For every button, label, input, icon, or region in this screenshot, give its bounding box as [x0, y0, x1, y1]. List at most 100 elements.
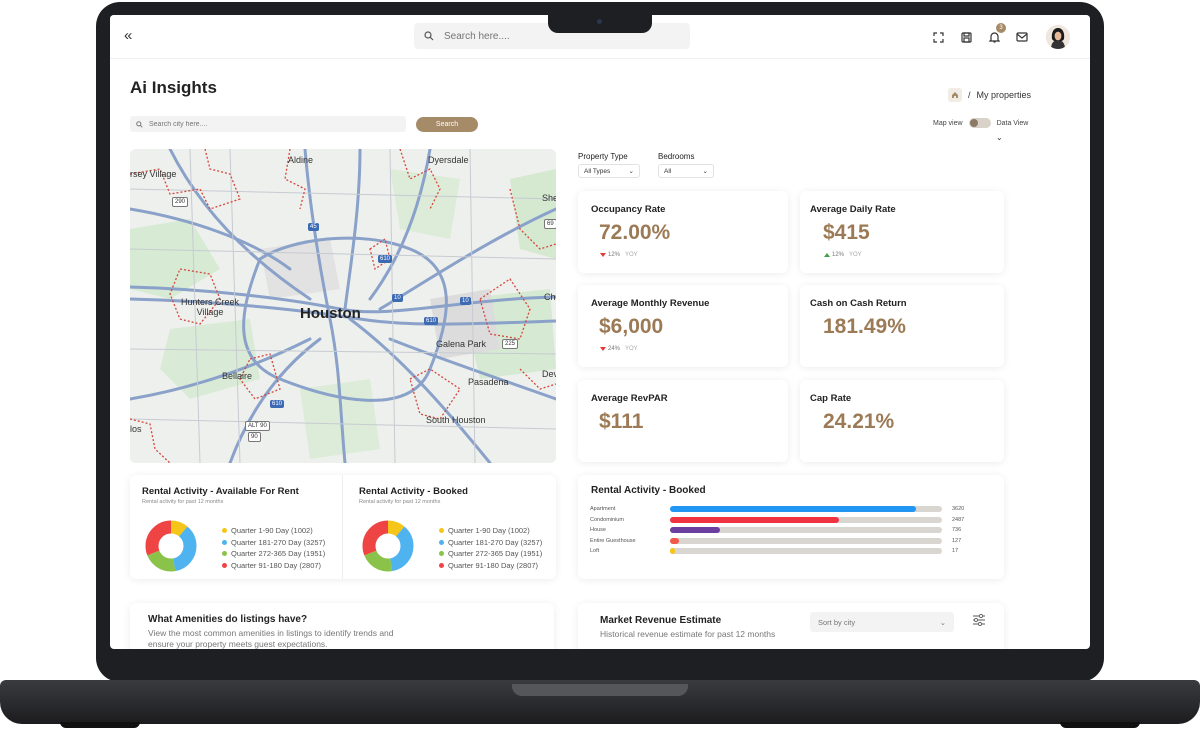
cash-on-cash-return-card: Cash on Cash Return 181.49% [800, 285, 1004, 367]
amenities-title: What Amenities do listings have? [148, 614, 308, 625]
metric-title: Average Monthly Revenue [591, 298, 710, 309]
bedrooms-label: Bedrooms [658, 152, 695, 161]
map-view[interactable]: Aldine Dyersdale rsey Village Hunters Cr… [130, 149, 556, 463]
highway-shield: 90 [248, 432, 261, 442]
bell-icon[interactable]: 3 [986, 23, 1006, 45]
filter-sliders-icon[interactable] [972, 614, 986, 626]
highway-shield: ALT 90 [245, 421, 270, 431]
donut-slice [362, 520, 414, 572]
toggle-knob [969, 119, 978, 127]
city-search-input[interactable] [149, 120, 389, 128]
donut-legend: Quarter 1-90 Day (1002) Quarter 181-270 … [222, 526, 325, 570]
legend-item: Quarter 91-180 Day (2807) [222, 561, 325, 570]
average-monthly-revenue-card: Average Monthly Revenue $6,000 24% YOY [578, 285, 788, 367]
metric-title: Cash on Cash Return [810, 298, 907, 309]
breadcrumb-current: My properties [976, 90, 1032, 100]
rental-activity-booked-bars-card: Rental Activity - Booked Apartment 3620 … [578, 475, 1004, 579]
metric-trend: 12% YOY [824, 252, 862, 258]
bar-chart: Apartment 3620 Condominium 2487 House 73… [590, 504, 980, 557]
legend-item: Quarter 181-270 Day (3257) [439, 538, 542, 547]
notification-badge: 3 [996, 23, 1006, 33]
market-revenue-card: Market Revenue Estimate Historical reven… [578, 603, 1004, 649]
top-bar: « 3 [110, 15, 1090, 59]
average-daily-rate-card: Average Daily Rate $415 12% YOY [800, 191, 1004, 273]
laptop-foot [1060, 722, 1140, 728]
breadcrumb-separator: / [968, 90, 971, 100]
sort-by-city-select[interactable]: Sort by city ⌄ [810, 612, 954, 632]
bedrooms-select[interactable]: All ⌄ [658, 164, 714, 178]
view-toggle-switch[interactable] [968, 118, 991, 128]
bar-fill [670, 506, 917, 513]
metric-value: 72.00% [599, 221, 671, 244]
occupancy-rate-card: Occupancy Rate 72.00% 12% YOY [578, 191, 788, 273]
map-label: South Houston [426, 415, 486, 425]
highway-shield: 45 [308, 223, 319, 231]
map-label: She [542, 193, 556, 203]
metric-trend: 24% YOY [600, 346, 638, 352]
legend-item: Quarter 91-180 Day (2807) [439, 561, 542, 570]
donut-slice [362, 520, 414, 572]
trend-period: YOY [849, 252, 862, 258]
donut-title: Rental Activity - Booked [359, 486, 468, 497]
trend-change: 12% [832, 252, 845, 258]
bar-value: 2487 [952, 516, 965, 523]
sort-placeholder: Sort by city [818, 617, 856, 627]
bar-track [670, 537, 942, 544]
donut-subtitle: Rental activity for past 12 months [359, 499, 441, 505]
mail-icon[interactable] [1014, 29, 1030, 45]
save-icon[interactable] [958, 29, 974, 45]
legend-item: Quarter 1-90 Day (1002) [439, 526, 542, 535]
bar-value: 17 [952, 548, 959, 555]
search-button[interactable]: Search [416, 116, 478, 132]
trend-change: 12% [608, 252, 621, 258]
highway-shield: 69 [544, 219, 556, 229]
rental-activity-donuts-card: Rental Activity - Available For Rent Ren… [130, 475, 556, 579]
bar-value: 736 [952, 527, 962, 534]
chevron-down-icon: ⌄ [702, 168, 708, 175]
market-revenue-subtitle: Historical revenue estimate for past 12 … [600, 629, 776, 639]
fullscreen-icon[interactable] [930, 29, 946, 45]
map-label: Bellaire [222, 371, 253, 381]
laptop-hinge [512, 684, 688, 696]
chevron-down-icon: ⌄ [628, 168, 634, 175]
average-revpar-card: Average RevPAR $111 [578, 380, 788, 462]
map-label: los [130, 424, 142, 434]
property-type-filter: Property Type All Types ⌄ [578, 152, 640, 178]
donut-slice [145, 520, 197, 572]
metric-title: Cap Rate [810, 393, 852, 404]
bar-fill [670, 527, 721, 534]
map-label: Dyersdale [428, 155, 469, 165]
metric-title: Average RevPAR [591, 393, 668, 404]
page-title: Ai Insights [130, 78, 217, 97]
highway-shield: 10 [392, 294, 403, 302]
map-label: Ch [544, 292, 556, 302]
metric-value: 181.49% [823, 315, 906, 338]
data-view-label: Data View [996, 119, 1029, 127]
highway-shield: 290 [172, 197, 189, 207]
city-search-bar[interactable] [130, 116, 406, 132]
bar-track [670, 516, 942, 523]
property-type-label: Property Type [578, 152, 628, 161]
property-type-select[interactable]: All Types ⌄ [578, 164, 640, 178]
collapse-sidebar-icon[interactable]: « [124, 27, 133, 44]
top-search-input[interactable] [444, 30, 644, 42]
property-filters: Property Type All Types ⌄ Bedrooms All ⌄ [578, 152, 714, 178]
donut-slice [145, 520, 197, 572]
donut-slice [362, 520, 414, 572]
booked-donut-chart [362, 520, 414, 572]
top-icons: 3 [930, 23, 1070, 49]
bar-fill [670, 516, 840, 523]
bar-category: Loft [590, 548, 600, 555]
bar-track [670, 548, 942, 555]
avatar[interactable] [1046, 25, 1070, 49]
metric-value: $6,000 [599, 315, 664, 338]
home-icon[interactable] [948, 88, 962, 102]
map-canvas [130, 149, 556, 463]
bar-fill [670, 537, 679, 544]
highway-shield: 610 [378, 255, 393, 263]
cap-rate-card: Cap Rate 24.21% [800, 380, 1004, 462]
breadcrumb: / My properties [948, 88, 1031, 102]
screen: « 3 [110, 15, 1090, 649]
metric-value: $111 [599, 410, 644, 433]
chevron-down-icon[interactable]: ⌄ [996, 133, 1003, 142]
